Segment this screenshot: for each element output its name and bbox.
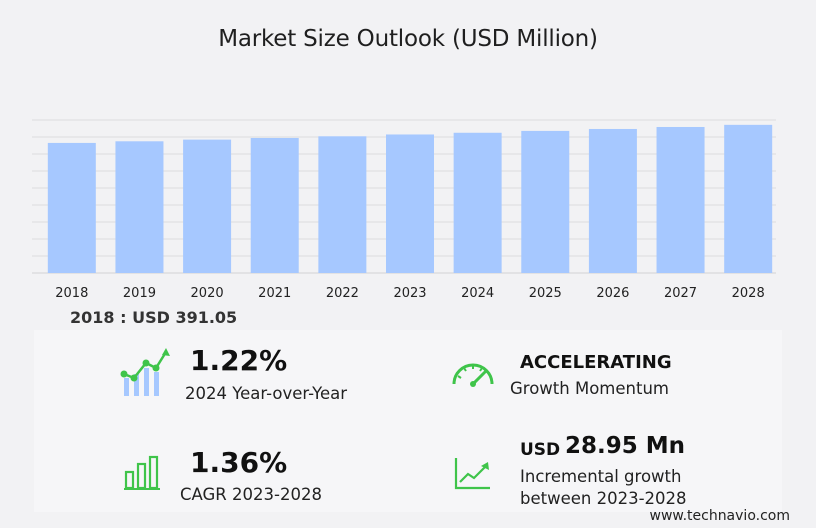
incremental-value: 28.95 Mn xyxy=(565,433,686,459)
bar-chart: 2018 2019 2020 2021 2022 2023 2024 2025 2026 2027… xyxy=(32,119,776,301)
bar-2018 xyxy=(47,142,96,273)
x-tick-label: 2027 xyxy=(664,286,697,301)
cagr-label: CAGR 2023-2028 xyxy=(180,485,322,504)
bar-2023 xyxy=(386,134,434,273)
x-tick-label: 2020 xyxy=(191,286,224,301)
speedometer-icon xyxy=(452,363,494,387)
bar-2024 xyxy=(453,132,502,273)
trend-line-icon xyxy=(454,458,490,490)
growth-chart-icon xyxy=(120,348,170,396)
x-tick-label: 2018 xyxy=(55,286,88,301)
bar-2022 xyxy=(318,136,367,273)
x-tick-label: 2023 xyxy=(393,286,426,301)
x-tick-label: 2026 xyxy=(596,286,629,301)
x-tick-label: 2022 xyxy=(326,286,359,301)
bar-2019 xyxy=(115,141,164,273)
bar-2020 xyxy=(183,139,232,273)
yoy-value: 1.22% xyxy=(190,344,288,377)
bar-2021 xyxy=(250,137,299,273)
footer-url: www.technavio.com xyxy=(649,508,791,524)
cagr-value: 1.36% xyxy=(190,446,288,479)
momentum-head: ACCELERATING xyxy=(520,352,672,373)
x-tick-label: 2025 xyxy=(529,286,562,301)
momentum-label: Growth Momentum xyxy=(510,379,669,398)
bar-chart-icon xyxy=(124,455,160,490)
stats-panel xyxy=(34,330,782,512)
x-tick-label: 2021 xyxy=(258,286,291,301)
incremental-prefix: USD xyxy=(520,440,561,460)
bar-2028 xyxy=(724,124,773,274)
incremental-label-line1: Incremental growth xyxy=(520,467,682,486)
yoy-label: 2024 Year-over-Year xyxy=(185,384,348,403)
x-tick-label: 2019 xyxy=(123,286,156,301)
x-tick-label: 2028 xyxy=(732,286,765,301)
bar-2025 xyxy=(521,130,570,273)
incremental-label-line2: between 2023-2028 xyxy=(520,489,687,508)
bar-2026 xyxy=(588,128,637,273)
chart-title: Market Size Outlook (USD Million) xyxy=(218,26,598,52)
x-tick-label: 2024 xyxy=(461,286,494,301)
bar-2027 xyxy=(656,126,705,274)
base-year-value: 2018 : USD 391.05 xyxy=(70,308,238,327)
